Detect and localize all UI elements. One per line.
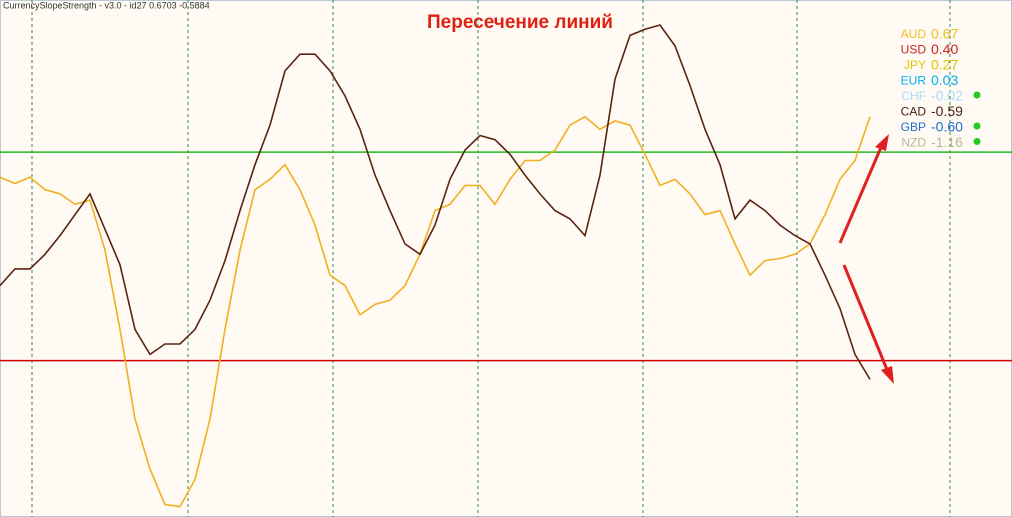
currency-name: EUR bbox=[901, 74, 927, 88]
indicator-header: CurrencySlopeStrength - v3.0 - id27 0.67… bbox=[3, 0, 210, 10]
signal-dot bbox=[973, 91, 981, 99]
currency-name: USD bbox=[901, 43, 927, 57]
lines bbox=[0, 24, 871, 508]
arrow-down bbox=[842, 264, 890, 373]
currency-strength: 0.27 bbox=[931, 57, 958, 73]
currency-name: GBP bbox=[901, 120, 926, 134]
signal-dot bbox=[973, 122, 981, 130]
series-line bbox=[0, 115, 871, 508]
arrows bbox=[838, 134, 894, 384]
currency-strength: -0.60 bbox=[931, 119, 963, 135]
currency-strength: 0.03 bbox=[931, 72, 958, 88]
levels bbox=[0, 151, 1012, 362]
currency-strength: -1.16 bbox=[931, 134, 963, 150]
arrow-up bbox=[838, 144, 884, 244]
currency-name: AUD bbox=[901, 27, 927, 41]
series-line bbox=[0, 24, 871, 380]
currency-strength: -0.59 bbox=[931, 103, 963, 119]
currency-name: JPY bbox=[904, 58, 926, 72]
arrow-head bbox=[881, 366, 894, 384]
currency-strength: 0.40 bbox=[931, 41, 958, 57]
currency-name: CAD bbox=[901, 105, 927, 119]
currency-strength: 0.67 bbox=[931, 26, 958, 42]
vertical-grid bbox=[31, 0, 951, 517]
chart-title: Пересечение линий bbox=[427, 12, 613, 33]
currency-name: NZD bbox=[901, 136, 926, 150]
arrow-head bbox=[875, 134, 889, 151]
currency-name: CHF bbox=[901, 89, 926, 103]
signal-dot bbox=[973, 138, 981, 145]
currency-strength: -0.02 bbox=[931, 88, 963, 104]
